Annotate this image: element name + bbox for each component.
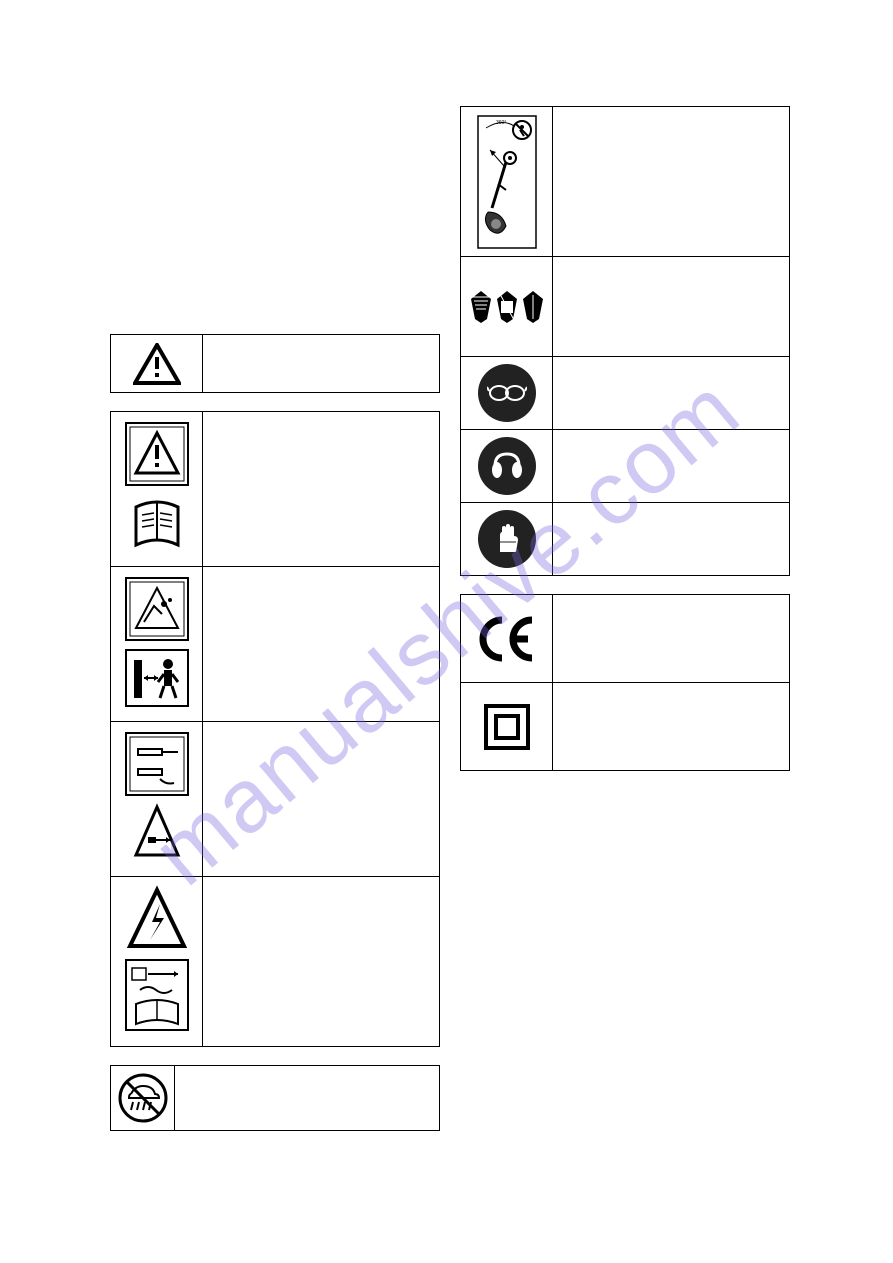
no-rain-icon [117,1072,169,1124]
table-row [111,412,440,567]
cell-icon [111,1066,175,1131]
sound-power-icon [467,287,547,327]
cell-icon [111,567,203,722]
table-row [461,595,790,683]
cell-text [203,412,440,567]
spacer [110,106,440,334]
table-row [461,503,790,576]
cell-text [553,107,790,257]
table-warning-single [110,334,440,393]
table-row [461,683,790,771]
table-row [111,1066,440,1131]
table-no-rain [110,1065,440,1131]
warning-triangle-icon [133,343,181,385]
right-column: 360° [460,106,790,789]
ear-protection-icon [478,437,536,495]
cell-text [553,503,790,576]
cell-text [203,722,440,877]
cell-text [553,257,790,357]
hand-protection-icon [478,510,536,568]
cell-text [203,335,440,393]
cell-icon [111,335,203,393]
ce-mark-icon [474,616,540,662]
cell-text [553,683,790,771]
eye-protection-icon [478,364,536,422]
table-pictograms-main [110,411,440,1047]
projectile-person-icon [122,574,192,714]
cell-icon [461,503,553,576]
table-compliance [460,594,790,771]
table-row [111,335,440,393]
table-row [461,430,790,503]
table-row [111,722,440,877]
cell-icon [461,430,553,503]
table-row [111,567,440,722]
left-column [110,106,440,1149]
table-row [461,257,790,357]
cell-icon: 360° [461,107,553,257]
cell-icon [111,412,203,567]
electric-shock-manual-icon [122,884,192,1039]
svg-text:360°: 360° [496,120,506,126]
cell-text [203,567,440,722]
table-ppe: 360° [460,106,790,576]
cell-text [553,357,790,430]
cell-icon [461,683,553,771]
cell-icon [461,257,553,357]
cell-icon [111,722,203,877]
unplug-hand-blade-icon [122,729,192,869]
cell-text [175,1066,440,1131]
table-row [461,357,790,430]
cell-text [553,430,790,503]
cell-text [203,877,440,1047]
bystander-zone-icon: 360° [472,112,542,252]
cell-text [553,595,790,683]
table-row: 360° [461,107,790,257]
cell-icon [111,877,203,1047]
cell-icon [461,595,553,683]
warning-and-manual-icon [122,419,192,559]
table-row [111,877,440,1047]
cell-icon [461,357,553,430]
double-insulation-icon [482,702,532,752]
